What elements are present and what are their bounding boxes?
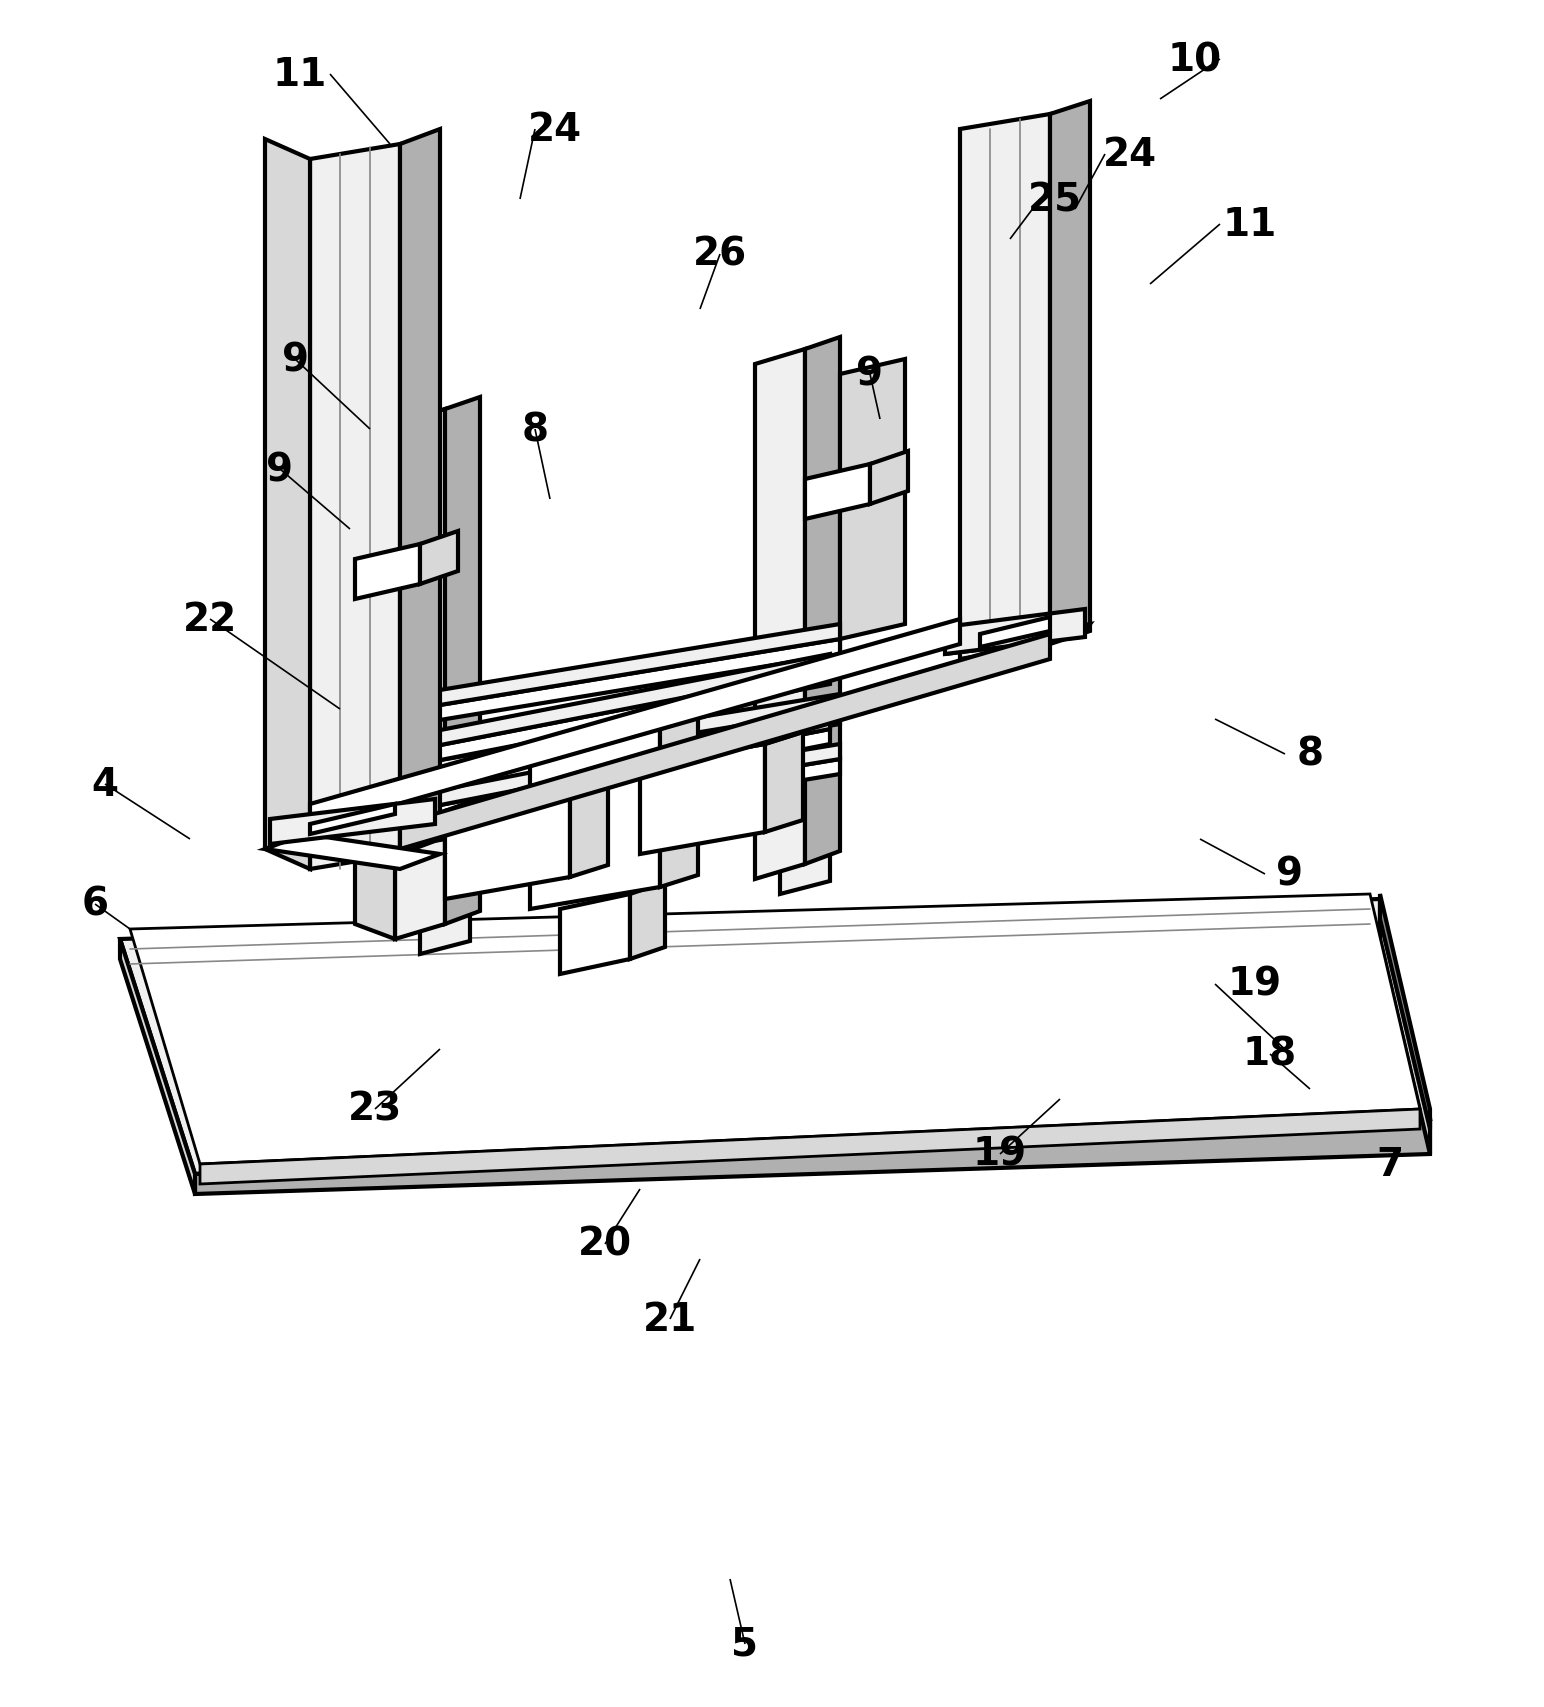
Text: 7: 7 xyxy=(1376,1145,1403,1183)
Polygon shape xyxy=(780,367,831,894)
Text: 11: 11 xyxy=(273,56,327,94)
Polygon shape xyxy=(840,360,905,640)
Text: 9: 9 xyxy=(857,355,883,394)
Text: 5: 5 xyxy=(732,1625,758,1663)
Text: 24: 24 xyxy=(528,111,582,149)
Text: 19: 19 xyxy=(1227,966,1282,1004)
Text: 21: 21 xyxy=(642,1301,698,1338)
Polygon shape xyxy=(804,464,869,519)
Polygon shape xyxy=(530,717,698,751)
Polygon shape xyxy=(201,1110,1420,1185)
Polygon shape xyxy=(355,695,420,720)
Polygon shape xyxy=(420,715,831,809)
Text: 10: 10 xyxy=(1167,41,1221,79)
Polygon shape xyxy=(355,625,840,720)
Polygon shape xyxy=(355,695,840,790)
Text: 23: 23 xyxy=(347,1091,401,1128)
Polygon shape xyxy=(1380,900,1430,1154)
Polygon shape xyxy=(659,717,698,888)
Text: 26: 26 xyxy=(693,236,747,273)
Polygon shape xyxy=(945,609,1085,654)
Polygon shape xyxy=(355,410,395,939)
Polygon shape xyxy=(270,799,435,845)
Text: 8: 8 xyxy=(522,411,548,449)
Text: 24: 24 xyxy=(1102,137,1156,174)
Text: 9: 9 xyxy=(1277,855,1303,893)
Polygon shape xyxy=(764,732,803,833)
Polygon shape xyxy=(420,531,459,586)
Polygon shape xyxy=(195,1120,1430,1195)
Polygon shape xyxy=(755,350,804,879)
Polygon shape xyxy=(420,669,831,765)
Polygon shape xyxy=(355,760,840,855)
Polygon shape xyxy=(355,440,420,720)
Text: 8: 8 xyxy=(1297,736,1323,773)
Polygon shape xyxy=(804,338,840,864)
Text: 22: 22 xyxy=(182,601,238,638)
Polygon shape xyxy=(355,744,840,840)
Polygon shape xyxy=(266,140,310,869)
Polygon shape xyxy=(400,130,440,855)
Polygon shape xyxy=(355,545,420,599)
Text: 4: 4 xyxy=(91,765,119,804)
Polygon shape xyxy=(445,778,608,811)
Text: 9: 9 xyxy=(281,341,309,379)
Polygon shape xyxy=(980,618,1050,647)
Polygon shape xyxy=(1380,894,1430,1130)
Text: 6: 6 xyxy=(82,886,108,923)
Polygon shape xyxy=(420,654,831,749)
Polygon shape xyxy=(530,729,659,910)
Polygon shape xyxy=(400,635,1050,850)
Polygon shape xyxy=(310,620,960,830)
Polygon shape xyxy=(355,640,840,734)
Text: 9: 9 xyxy=(267,451,293,488)
Text: 11: 11 xyxy=(1223,207,1277,244)
Polygon shape xyxy=(641,744,764,855)
Polygon shape xyxy=(445,398,480,925)
Polygon shape xyxy=(570,778,608,877)
Polygon shape xyxy=(120,900,1430,1174)
Polygon shape xyxy=(869,452,908,505)
Polygon shape xyxy=(355,710,840,804)
Polygon shape xyxy=(630,883,665,959)
Polygon shape xyxy=(310,804,395,835)
Text: 19: 19 xyxy=(973,1135,1027,1173)
Polygon shape xyxy=(960,114,1050,659)
Polygon shape xyxy=(420,729,831,824)
Polygon shape xyxy=(945,625,1090,654)
Text: 20: 20 xyxy=(577,1226,631,1263)
Polygon shape xyxy=(266,835,440,869)
Polygon shape xyxy=(130,894,1420,1164)
Polygon shape xyxy=(120,939,195,1195)
Polygon shape xyxy=(445,790,570,900)
Polygon shape xyxy=(420,428,469,954)
Polygon shape xyxy=(395,410,445,939)
Polygon shape xyxy=(641,732,803,766)
Text: 18: 18 xyxy=(1243,1036,1297,1074)
Polygon shape xyxy=(310,145,400,869)
Polygon shape xyxy=(560,894,630,975)
Text: 25: 25 xyxy=(1028,181,1082,218)
Polygon shape xyxy=(1050,102,1090,645)
